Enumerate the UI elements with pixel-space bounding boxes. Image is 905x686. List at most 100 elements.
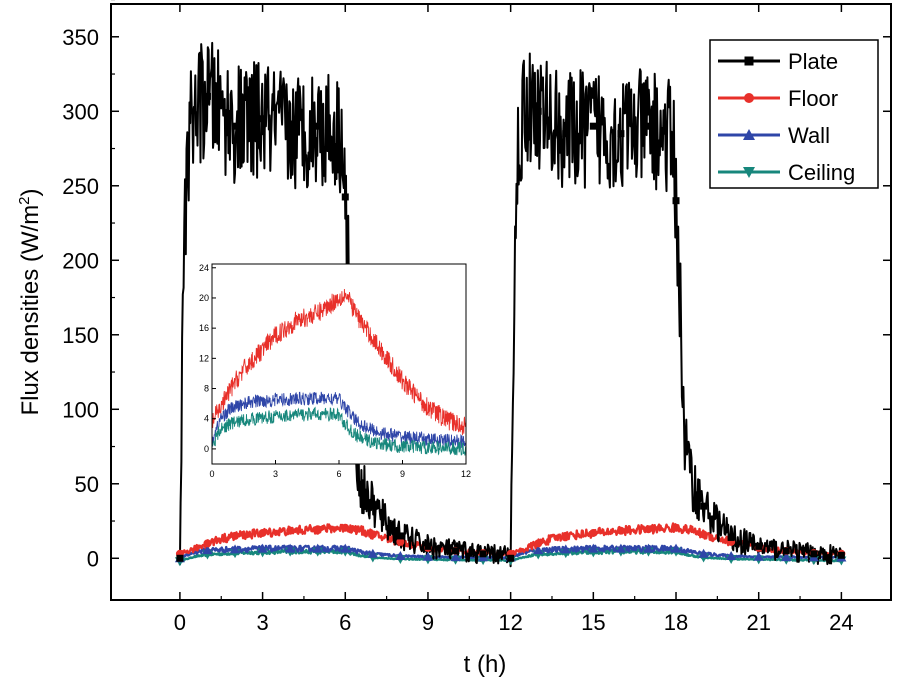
marker-plate (231, 122, 239, 130)
marker-wall (753, 551, 764, 561)
y-axis-title-close: ) (17, 188, 44, 196)
marker-plate (396, 532, 404, 540)
marker-floor (368, 530, 377, 539)
x-tick-label: 15 (581, 610, 605, 635)
marker-plate (782, 547, 790, 555)
legend-marker-wall (743, 129, 755, 140)
marker-wall (560, 544, 571, 554)
legend-item-wall: Wall (718, 123, 830, 148)
inset-y-tick-label: 4 (204, 414, 209, 424)
marker-plate (286, 130, 294, 138)
marker-plate (755, 542, 763, 550)
x-tick-label: 3 (256, 610, 268, 635)
y-tick-label: 300 (62, 99, 99, 124)
marker-plate (700, 502, 708, 510)
y-axis-title-main: Flux densities (W/m (17, 205, 44, 416)
marker-wall (202, 545, 213, 555)
main-series-markers (174, 92, 847, 567)
inset-series-line-ceiling (211, 406, 467, 456)
legend-item-ceiling: Ceiling (718, 160, 855, 185)
legend-label-ceiling: Ceiling (788, 160, 855, 185)
marker-wall (588, 543, 599, 553)
marker-wall (643, 543, 654, 553)
marker-plate (176, 554, 184, 562)
marker-floor (644, 525, 653, 534)
marker-plate (452, 547, 460, 555)
y-tick-label: 100 (62, 397, 99, 422)
marker-wall (257, 543, 268, 553)
marker-floor (589, 528, 598, 537)
marker-plate (314, 122, 322, 130)
marker-plate (259, 115, 267, 123)
plot-area-frame (110, 3, 892, 601)
marker-floor (672, 523, 681, 532)
inset-y-tick-label: 0 (204, 444, 209, 454)
marker-wall (312, 543, 323, 553)
x-tick-label: 9 (422, 610, 434, 635)
inset-x-tick-label: 3 (273, 469, 278, 479)
marker-wall (726, 551, 737, 561)
inset-plot: 0 3 6 9 12 0 4 8 12 16 20 24 (199, 263, 471, 479)
marker-floor (699, 530, 708, 539)
marker-floor (203, 539, 212, 548)
y-axis-title: Flux densities (W/m2) (16, 188, 44, 415)
y-tick-label: 50 (75, 472, 99, 497)
marker-floor (561, 531, 570, 540)
marker-wall (395, 551, 406, 561)
legend-label-plate: Plate (788, 49, 838, 74)
marker-wall (367, 548, 378, 558)
marker-plate (534, 107, 542, 115)
legend-label-floor: Floor (788, 86, 838, 111)
x-tick-label: 24 (829, 610, 853, 635)
legend-label-wall: Wall (788, 123, 830, 148)
marker-wall (671, 543, 682, 553)
marker-wall (285, 543, 296, 553)
x-axis-title: t (h) (464, 651, 507, 678)
inset-series-lines (211, 288, 467, 456)
marker-floor (313, 525, 322, 534)
marker-floor (616, 526, 625, 535)
marker-floor (396, 537, 405, 546)
marker-plate (203, 92, 211, 100)
legend-marker-ceiling (743, 167, 755, 178)
y-tick-label: 0 (87, 546, 99, 571)
inset-x-tick-label: 9 (400, 469, 405, 479)
inset-x-tick-label: 0 (209, 469, 214, 479)
marker-plate (507, 554, 515, 562)
legend-item-floor: Floor (718, 86, 838, 111)
inset-y-tick-label: 24 (199, 263, 209, 273)
marker-plate (810, 550, 818, 558)
marker-plate (341, 193, 349, 201)
inset-axes: 0 3 6 9 12 0 4 8 12 16 20 24 (199, 263, 471, 479)
marker-wall (698, 548, 709, 558)
marker-plate (727, 533, 735, 541)
y-tick-label: 350 (62, 25, 99, 50)
inset-x-tick-label: 6 (336, 469, 341, 479)
series-line-plate (178, 41, 842, 568)
inset-x-tick-label: 12 (461, 469, 471, 479)
marker-floor (341, 523, 350, 532)
marker-plate (562, 130, 570, 138)
x-tick-label: 6 (339, 610, 351, 635)
marker-floor (231, 531, 240, 540)
inset-y-tick-label: 12 (199, 353, 209, 363)
marker-plate (672, 197, 680, 205)
inset-y-tick-label: 16 (199, 323, 209, 333)
x-tick-label: 0 (174, 610, 186, 635)
legend-frame (709, 39, 879, 189)
inset-y-tick-label: 8 (204, 384, 209, 394)
marker-floor (286, 526, 295, 535)
y-tick-label: 150 (62, 323, 99, 348)
marker-plate (837, 551, 845, 559)
x-tick-label: 21 (746, 610, 770, 635)
marker-plate (369, 502, 377, 510)
marker-wall (422, 551, 433, 561)
marker-plate (644, 122, 652, 130)
inset-series-line-wall (211, 391, 467, 448)
y-tick-label: 200 (62, 248, 99, 273)
marker-wall (615, 543, 626, 553)
inset-series-line-floor (211, 288, 467, 436)
legend: Plate Floor Wall Ceiling (709, 39, 879, 189)
legend-item-plate: Plate (718, 49, 838, 74)
x-tick-label: 12 (498, 610, 522, 635)
